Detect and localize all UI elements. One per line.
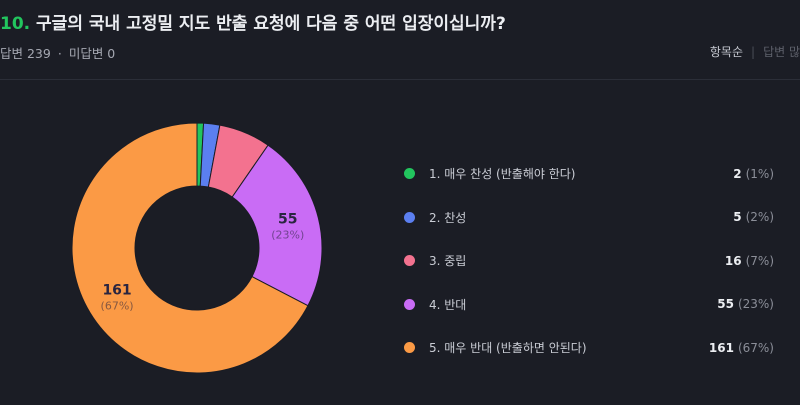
legend-color-dot	[404, 168, 415, 180]
separator: ·	[57, 46, 62, 61]
slice-percent-label: (67%)	[101, 300, 134, 313]
legend-color-dot	[404, 298, 415, 310]
donut-slice[interactable]	[71, 122, 309, 374]
response-summary: 답변 239 · 미답변 0	[0, 43, 115, 62]
legend-percent: (2%)	[745, 210, 774, 225]
answered-count: 답변 239	[0, 46, 51, 61]
legend-item: 4. 반대 55 (23%)	[404, 283, 774, 327]
legend-count: 161	[708, 340, 734, 355]
sort-divider: |	[751, 45, 756, 59]
legend-label: 2. 찬성	[429, 210, 467, 225]
legend-color-dot	[404, 255, 415, 267]
legend-item: 2. 찬성 5 (2%)	[404, 196, 774, 240]
sort-by-item-order[interactable]: 항목순	[709, 45, 744, 59]
divider	[0, 79, 800, 80]
slice-value-label: 161	[102, 283, 131, 299]
legend: 1. 매우 찬성 (반출해야 한다) 2 (1%) 2. 찬성 5 (2%) 3. 중립 16…	[404, 152, 774, 370]
legend-color-dot	[404, 342, 415, 354]
legend-count: 5	[733, 210, 742, 225]
sort-by-most-answers[interactable]: 답변 많	[763, 45, 800, 59]
legend-color-dot	[404, 211, 415, 223]
slice-value-label: 55	[278, 211, 297, 227]
legend-percent: (23%)	[737, 297, 774, 312]
legend-count: 2	[733, 166, 742, 181]
legend-item: 3. 중립 16 (7%)	[404, 239, 774, 283]
slice-percent-label: (23%)	[271, 228, 304, 241]
question-title: 10. 구글의 국내 고정밀 지도 반출 요청에 다음 중 어떤 입장이십니까?	[0, 9, 506, 34]
legend-percent: (7%)	[745, 253, 774, 268]
legend-item: 1. 매우 찬성 (반출해야 한다) 2 (1%)	[404, 152, 774, 196]
legend-label: 1. 매우 찬성 (반출해야 한다)	[429, 167, 576, 182]
question-number: 10.	[0, 14, 31, 34]
sort-options: 항목순 | 답변 많	[710, 43, 800, 60]
legend-percent: (1%)	[745, 166, 774, 181]
unanswered-count: 미답변 0	[68, 46, 116, 61]
legend-label: 3. 중립	[429, 254, 467, 269]
legend-percent: (67%)	[737, 340, 774, 355]
legend-count: 55	[717, 297, 734, 312]
legend-label: 4. 반대	[429, 297, 467, 312]
legend-label: 5. 매우 반대 (반출하면 안된다)	[429, 341, 587, 356]
donut-slice[interactable]	[231, 144, 323, 307]
question-text: 구글의 국내 고정밀 지도 반출 요청에 다음 중 어떤 입장이십니까?	[36, 14, 506, 34]
legend-count: 16	[724, 253, 742, 268]
legend-item: 5. 매우 반대 (반출하면 안된다) 161 (67%)	[404, 326, 774, 370]
